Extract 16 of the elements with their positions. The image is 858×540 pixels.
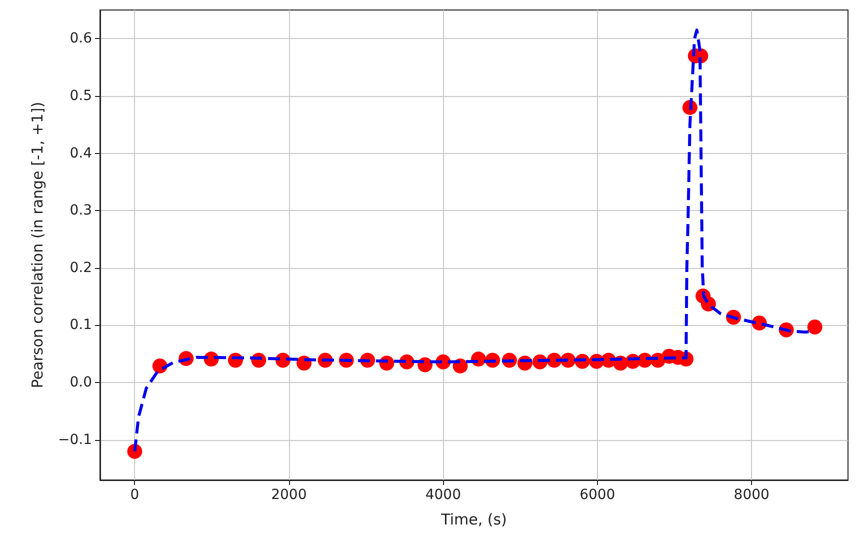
point: [807, 319, 822, 334]
y-tick-label: 0.4: [70, 145, 92, 162]
y-tick-label: 0.1: [70, 317, 92, 334]
y-tick-label: 0.2: [70, 260, 92, 276]
y-tick-label: 0.6: [70, 30, 92, 47]
y-tick-label: −0.1: [58, 432, 92, 448]
x-tick-label: 4000: [425, 487, 461, 503]
x-axis-title: Time, (s): [440, 510, 507, 528]
y-axis-title: Pearson correlation (in range [-1, +1]): [28, 102, 46, 388]
x-tick-label: 2000: [271, 487, 307, 503]
y-tick-label: 0.5: [70, 88, 92, 104]
x-tick-label: 6000: [580, 487, 616, 503]
y-tick-label: 0.0: [70, 374, 92, 391]
x-tick-label: 0: [130, 487, 140, 503]
x-tick-label: 8000: [734, 487, 770, 503]
y-tick-label: 0.3: [70, 202, 92, 219]
